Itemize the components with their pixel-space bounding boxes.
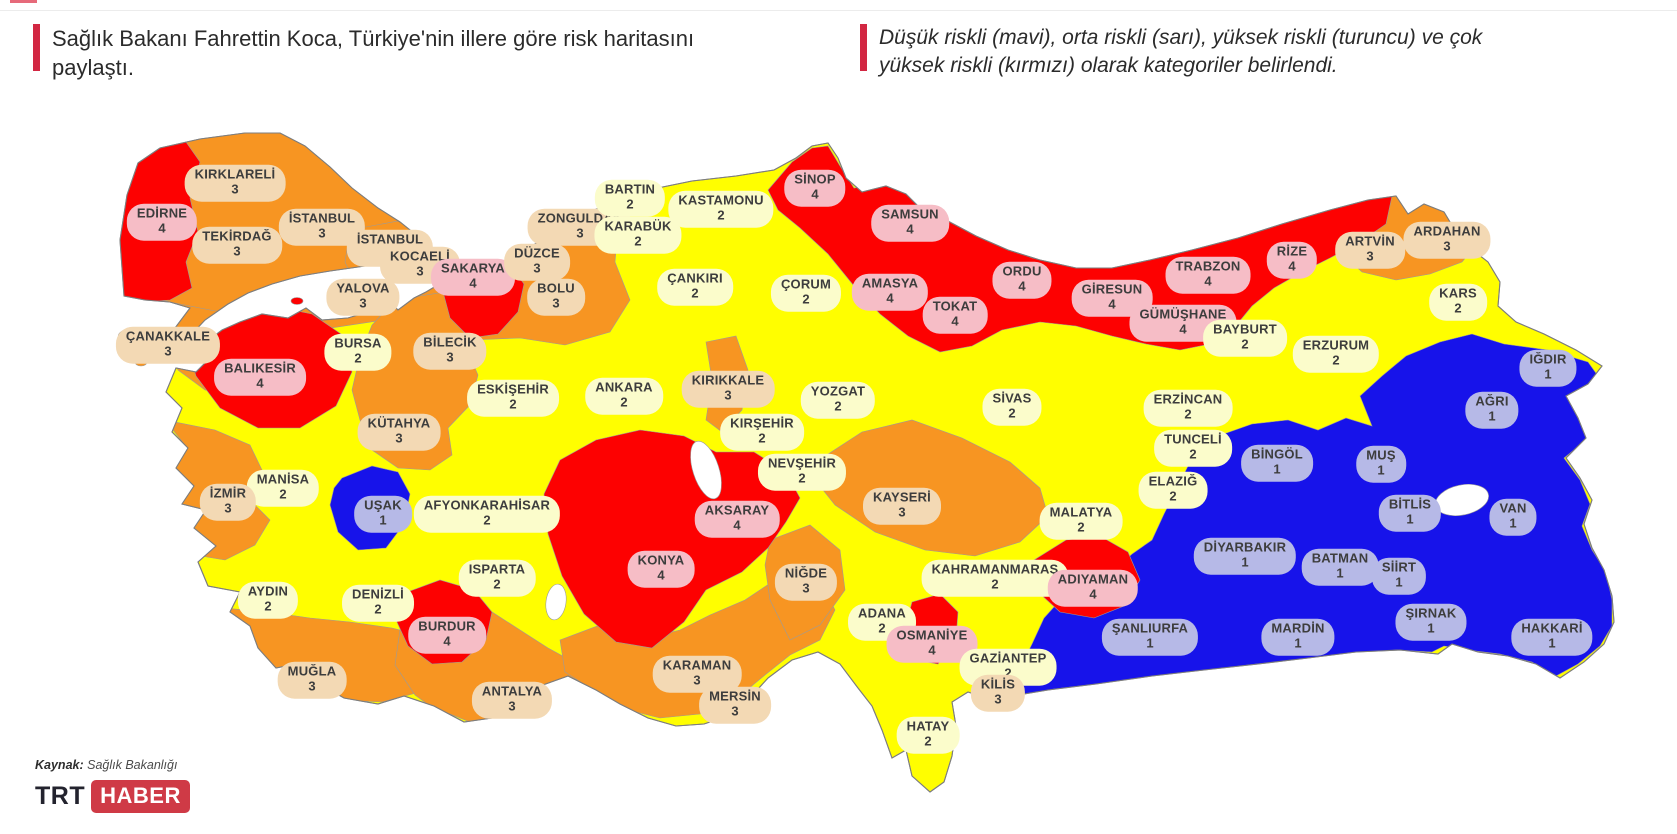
top-edge-sliver: [10, 0, 37, 3]
province-label: KARABÜK 2: [594, 216, 682, 254]
province-label: ARTVİN 3: [1335, 231, 1405, 269]
province-label: AĞRI 1: [1465, 391, 1519, 429]
province-label: TEKİRDAĞ 3: [192, 226, 282, 264]
province-label: TOKAT 4: [922, 296, 988, 334]
province-label: OSMANİYE 4: [886, 625, 978, 663]
logo-trt-text: TRT: [35, 782, 86, 810]
province-label: ANTALYA 3: [471, 681, 553, 719]
province-label: MERSİN 3: [699, 686, 771, 724]
province-label: ORDU 4: [992, 261, 1052, 299]
logo-haber-text: HABER: [91, 780, 190, 813]
province-label: KARAMAN 3: [652, 655, 742, 693]
province-label: AYDIN 2: [237, 581, 299, 619]
province-label: ÇANAKKALE 3: [115, 326, 221, 364]
province-label: SİİRT 1: [1371, 557, 1427, 595]
province-label: ÇANKIRI 2: [657, 268, 733, 306]
province-label: KIRŞEHİR 2: [720, 413, 804, 451]
province-label: ERZİNCAN 2: [1143, 389, 1233, 427]
lake-beysehir: [545, 583, 567, 621]
province-label: HAKKARİ 1: [1511, 618, 1593, 656]
province-label: DİYARBAKIR 1: [1193, 537, 1297, 575]
province-label: BARTIN 2: [594, 179, 666, 217]
province-label: GÜMÜŞHANE 4: [1129, 304, 1237, 342]
province-label: NİĞDE 3: [774, 563, 838, 601]
province-label: BURSA 2: [324, 333, 392, 371]
province-label: KIRKLARELİ 3: [184, 164, 286, 202]
lakes: [545, 440, 1489, 621]
headline-right: Düşük riskli (mavi), orta riskli (sarı),…: [860, 24, 1540, 80]
province-label: BİNGÖL 1: [1241, 444, 1313, 482]
province-label: KONYA 4: [627, 550, 695, 588]
province-label: KARS 2: [1429, 283, 1487, 321]
accent-bar-right: [860, 24, 867, 71]
province-label: DENİZLİ 2: [342, 584, 414, 622]
province-label: TUNCELİ 2: [1154, 429, 1232, 467]
province-label: ŞIRNAK 1: [1395, 603, 1467, 641]
headline-right-text: Düşük riskli (mavi), orta riskli (sarı),…: [879, 26, 1483, 77]
province-label: KİLİS 3: [970, 674, 1026, 712]
province-label: ARDAHAN 3: [1403, 221, 1491, 259]
province-label: NEVŞEHİR 2: [757, 453, 847, 491]
province-label: ESKİŞEHİR 2: [467, 379, 559, 417]
province-label: ŞANLIURFA 1: [1101, 618, 1199, 656]
province-label: BURDUR 4: [408, 616, 486, 654]
province-label: BİLECİK 3: [413, 332, 487, 370]
top-divider-line: [0, 10, 1677, 11]
source-line: Kaynak: Sağlık Bakanlığı: [35, 758, 190, 772]
province-label: GAZİANTEP 2: [959, 648, 1057, 686]
province-label: AFYONKARAHİSAR 2: [413, 495, 561, 533]
province-label: DÜZCE 3: [504, 243, 570, 281]
province-label: BOLU 3: [527, 278, 585, 316]
province-label: MUĞLA 3: [277, 661, 347, 699]
island-marmara: [290, 297, 304, 305]
province-label: KASTAMONU 2: [668, 190, 774, 228]
province-label: ERZURUM 2: [1292, 335, 1380, 373]
province-label: VAN 1: [1489, 498, 1537, 536]
province-label: YOZGAT 2: [800, 381, 876, 419]
province-label: KÜTAHYA 3: [357, 413, 441, 451]
accent-bar-left: [33, 24, 40, 71]
province-label: EDİRNE 4: [126, 203, 198, 241]
province-label: SİNOP 4: [784, 169, 846, 207]
province-label: TRABZON 4: [1165, 256, 1251, 294]
province-label: SAMSUN 4: [871, 204, 949, 242]
province-label: BİTLİS 1: [1378, 494, 1442, 532]
province-label: BAYBURT 2: [1203, 319, 1287, 357]
province-label: SAKARYA 4: [430, 258, 516, 296]
province-label: KAHRAMANMARAŞ 2: [921, 559, 1069, 597]
province-label: ANKARA 2: [585, 377, 663, 415]
province-label: UŞAK 1: [354, 495, 412, 533]
province-label: BALIKESİR 4: [214, 358, 306, 396]
province-label: ÇORUM 2: [770, 274, 842, 312]
province-label: MUŞ 1: [1356, 445, 1406, 483]
province-label: İZMİR 3: [199, 483, 257, 521]
headline-left-text: Sağlık Bakanı Fahrettin Koca, Türkiye'ni…: [52, 26, 695, 81]
province-label: MANİSA 2: [246, 469, 320, 507]
province-label: RİZE 4: [1266, 241, 1318, 279]
trt-haber-logo: TRT HABER: [35, 780, 190, 813]
headline-left: Sağlık Bakanı Fahrettin Koca, Türkiye'ni…: [33, 24, 733, 83]
province-label: SİVAS 2: [982, 388, 1042, 426]
province-label: KIRIKKALE 3: [681, 370, 775, 408]
province-label: YALOVA 3: [326, 278, 400, 316]
footer: Kaynak: Sağlık Bakanlığı TRT HABER: [35, 758, 190, 813]
lake-tuz: [690, 440, 722, 500]
province-label: MARDİN 1: [1261, 618, 1335, 656]
source-label: Kaynak:: [35, 758, 84, 772]
province-label: ELAZIĞ 2: [1138, 471, 1208, 509]
province-label: KAYSERİ 3: [863, 487, 941, 525]
province-label: AMASYA 4: [851, 273, 929, 311]
province-label: ADIYAMAN 4: [1047, 569, 1139, 607]
province-label: IĞDIR 1: [1519, 349, 1577, 387]
province-label: BATMAN 1: [1301, 548, 1379, 586]
province-label: MALATYA 2: [1039, 502, 1123, 540]
province-label: AKSARAY 4: [694, 500, 780, 538]
province-label: HATAY 2: [896, 716, 960, 754]
source-value: Sağlık Bakanlığı: [87, 758, 178, 772]
province-label: ISPARTA 2: [458, 559, 536, 597]
